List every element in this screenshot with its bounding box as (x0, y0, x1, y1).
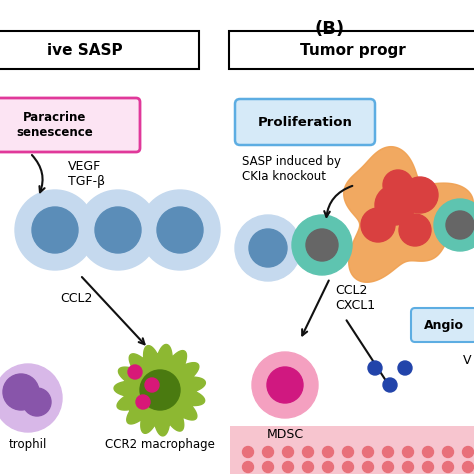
Circle shape (383, 170, 413, 200)
Text: VEGF
TGF-β: VEGF TGF-β (68, 160, 105, 188)
Circle shape (15, 190, 95, 270)
Text: CCL2: CCL2 (60, 292, 92, 304)
Circle shape (23, 388, 51, 416)
Polygon shape (114, 345, 205, 436)
Circle shape (95, 207, 141, 253)
Circle shape (283, 462, 293, 473)
Circle shape (243, 462, 254, 473)
Circle shape (0, 364, 62, 432)
Circle shape (383, 447, 393, 457)
Circle shape (263, 462, 273, 473)
Text: trophil: trophil (9, 438, 47, 451)
Polygon shape (344, 146, 474, 283)
Circle shape (263, 447, 273, 457)
Circle shape (343, 462, 354, 473)
FancyBboxPatch shape (0, 31, 199, 69)
Text: CCL2
CXCL1: CCL2 CXCL1 (335, 284, 375, 312)
Circle shape (3, 374, 39, 410)
FancyBboxPatch shape (229, 31, 474, 69)
Circle shape (402, 462, 413, 473)
Circle shape (145, 378, 159, 392)
Circle shape (136, 395, 150, 409)
Circle shape (398, 361, 412, 375)
Circle shape (368, 361, 382, 375)
Text: CCR2 macrophage: CCR2 macrophage (105, 438, 215, 451)
Circle shape (422, 447, 434, 457)
Circle shape (78, 190, 158, 270)
Circle shape (322, 462, 334, 473)
Circle shape (402, 447, 413, 457)
Circle shape (422, 462, 434, 473)
Circle shape (32, 207, 78, 253)
Circle shape (302, 462, 313, 473)
Circle shape (443, 447, 454, 457)
Text: Proliferation: Proliferation (257, 116, 353, 128)
Circle shape (306, 229, 338, 261)
Circle shape (375, 185, 415, 225)
Circle shape (383, 462, 393, 473)
Circle shape (363, 447, 374, 457)
Circle shape (463, 447, 474, 457)
Circle shape (343, 447, 354, 457)
Text: SASP induced by
CKIa knockout: SASP induced by CKIa knockout (242, 155, 341, 183)
Circle shape (361, 208, 395, 242)
Circle shape (267, 367, 303, 403)
Circle shape (243, 447, 254, 457)
Circle shape (128, 365, 142, 379)
Circle shape (399, 214, 431, 246)
Circle shape (443, 462, 454, 473)
Text: (B): (B) (315, 20, 345, 38)
Circle shape (292, 215, 352, 275)
Text: ive SASP: ive SASP (47, 43, 123, 57)
Circle shape (252, 352, 318, 418)
Circle shape (322, 447, 334, 457)
Circle shape (249, 229, 287, 267)
Text: V: V (463, 354, 472, 366)
Text: Angio: Angio (424, 319, 464, 331)
Circle shape (302, 447, 313, 457)
Circle shape (434, 199, 474, 251)
Circle shape (235, 215, 301, 281)
Text: Tumor progr: Tumor progr (300, 43, 406, 57)
Circle shape (157, 207, 203, 253)
Text: MDSC: MDSC (266, 428, 303, 441)
Circle shape (140, 190, 220, 270)
Circle shape (363, 462, 374, 473)
FancyBboxPatch shape (411, 308, 474, 342)
Circle shape (140, 370, 180, 410)
Circle shape (463, 462, 474, 473)
FancyBboxPatch shape (0, 98, 140, 152)
Circle shape (383, 378, 397, 392)
Text: Paracrine
senescence: Paracrine senescence (17, 111, 93, 139)
Circle shape (402, 177, 438, 213)
Circle shape (283, 447, 293, 457)
Circle shape (446, 211, 474, 239)
FancyBboxPatch shape (230, 426, 474, 474)
FancyBboxPatch shape (235, 99, 375, 145)
